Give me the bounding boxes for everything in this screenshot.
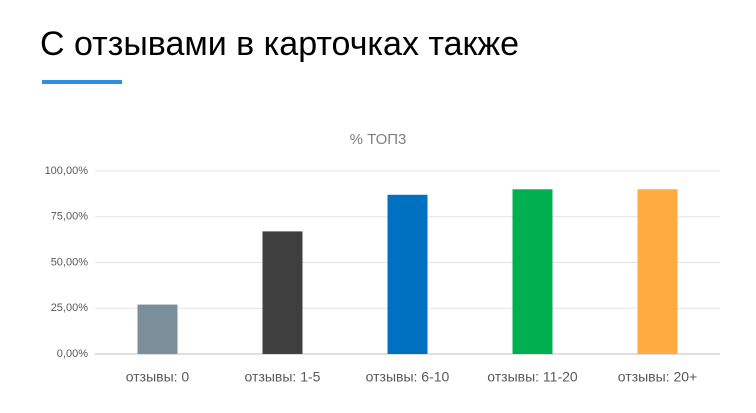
x-tick-label: отзывы: 20+ bbox=[618, 369, 697, 385]
x-tick-label: отзывы: 1-5 bbox=[245, 369, 321, 385]
bar bbox=[387, 194, 428, 354]
x-tick-label: отзывы: 11-20 bbox=[487, 369, 578, 385]
bar bbox=[262, 231, 303, 354]
y-tick-label: 100,00% bbox=[45, 165, 89, 177]
bar bbox=[512, 189, 553, 354]
y-tick-label: 75,00% bbox=[51, 211, 89, 223]
x-tick-label: отзывы: 0 bbox=[126, 369, 190, 385]
y-tick-label: 50,00% bbox=[51, 256, 89, 268]
y-tick-label: 25,00% bbox=[51, 302, 89, 314]
title-underline bbox=[42, 80, 122, 84]
y-tick-label: 0,00% bbox=[57, 348, 88, 360]
bar bbox=[637, 189, 678, 354]
chart-title: % ТОП3 bbox=[350, 131, 407, 148]
bar bbox=[137, 304, 178, 354]
x-tick-label: отзывы: 6-10 bbox=[366, 369, 450, 385]
slide-title: С отзывами в карточках также bbox=[40, 25, 519, 63]
